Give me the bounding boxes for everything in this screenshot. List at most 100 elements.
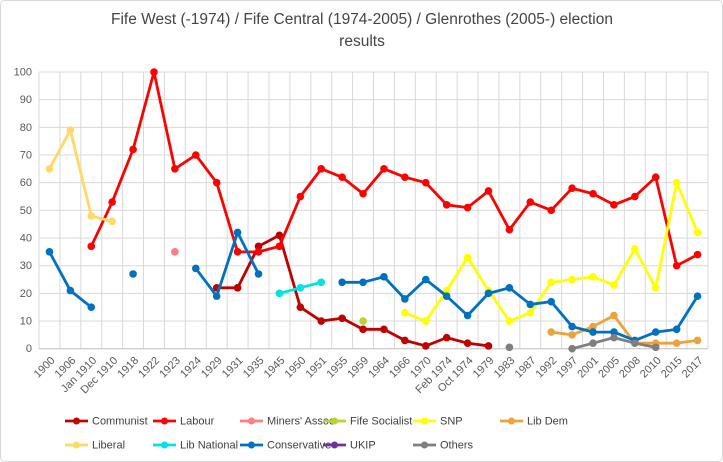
legend-item-conservative: Conservative: [240, 440, 331, 452]
series-miners-assoc: [171, 248, 179, 256]
legend-item-communist: Communist: [65, 416, 148, 428]
data-point-labour-1918: [129, 145, 137, 154]
data-point-conservative-1900: [45, 248, 54, 256]
x-axis-tick-label: 1950: [283, 355, 309, 381]
y-axis-tick-label: 100: [14, 67, 32, 79]
data-point-lib-dem-2017: [693, 336, 702, 345]
data-point-conservative-1931: [233, 228, 242, 237]
x-axis-tick-label: 1964: [366, 355, 392, 381]
data-point-communist-1979: [484, 342, 493, 350]
series-liberal: [45, 126, 116, 226]
data-point-communist-1950: [296, 303, 305, 311]
legend-marker-dot-others: [421, 441, 428, 449]
data-point-snp-oct-1974: [463, 253, 472, 262]
data-point-conservative-1966: [401, 295, 409, 303]
data-point-labour-2008: [631, 192, 639, 201]
legend-marker-dot-liberal: [73, 441, 80, 449]
data-point-labour-1964: [380, 165, 388, 173]
y-axis-tick-label: 50: [20, 205, 32, 217]
data-point-labour-1955: [338, 173, 346, 181]
legend-item-labour: Labour: [153, 416, 215, 428]
data-point-conservative-2005: [610, 328, 618, 336]
x-axis-tick-label: 1983: [492, 355, 518, 381]
x-axis-tick-label: 1959: [345, 355, 371, 381]
data-point-snp-1966: [401, 308, 409, 317]
x-axis-tick-label: 2008: [617, 355, 643, 381]
data-point-labour-1970: [421, 178, 430, 187]
x-axis-tick-label: 1945: [262, 355, 288, 381]
data-point-conservative-1970: [421, 275, 430, 284]
data-point-communist-1959: [359, 325, 367, 334]
data-point-others-1983: [505, 343, 514, 352]
data-point-labour-2001: [589, 189, 597, 198]
data-point-conservative-1979: [484, 289, 493, 298]
data-point-conservative-2010: [651, 328, 660, 336]
data-point-snp-1970: [421, 317, 430, 325]
legend-label-fife-socialist: Fife Socialist: [350, 416, 412, 428]
legend-marker-dot-snp: [421, 417, 428, 425]
y-axis-tick-label: 90: [20, 94, 32, 106]
x-axis-tick-label: 1918: [115, 355, 141, 381]
data-point-communist-1935: [254, 242, 263, 251]
series-conservative: [45, 228, 702, 345]
series-labour: [87, 68, 702, 270]
x-axis-tick-label: 1922: [136, 355, 162, 381]
data-point-lib-dem-1992: [547, 328, 556, 336]
x-axis-tick-label: 2005: [596, 355, 622, 381]
x-axis-tick-label: 1929: [199, 355, 225, 381]
data-point-liberal-1900: [45, 165, 54, 173]
data-point-labour-1979: [484, 187, 493, 195]
data-point-labour-1924: [191, 151, 200, 159]
y-axis-tick-label: 80: [20, 122, 32, 134]
x-axis-tick-label: 1931: [220, 355, 246, 381]
data-point-conservative-1929: [212, 292, 221, 300]
x-axis-tick-label: 1924: [178, 355, 204, 381]
data-point-others-2001: [589, 339, 597, 347]
data-point-conservative-1955: [338, 278, 346, 287]
data-point-conservative-1959: [359, 278, 367, 287]
series-fife-socialist: [359, 317, 367, 325]
data-point-conservative-feb-1974: [442, 292, 451, 300]
legend-item-fife-socialist: Fife Socialist: [323, 416, 412, 428]
gridlines: [38, 71, 709, 350]
x-axis-tick-label: 1997: [554, 355, 580, 381]
legend-label-lib-national: Lib National: [180, 440, 238, 452]
data-point-others-2008: [631, 339, 639, 347]
data-point-snp-1992: [547, 278, 556, 287]
data-point-labour-oct-1974: [463, 203, 472, 212]
legend-label-labour: Labour: [180, 416, 215, 428]
y-axis-tick-label: 0: [26, 343, 32, 355]
chart-title-line2: results: [339, 33, 385, 50]
legend-label-ukip: UKIP: [350, 440, 376, 452]
x-axis-tick-label: 2017: [680, 355, 706, 381]
data-point-labour-1950: [296, 192, 305, 201]
data-point-lib-national-1951: [317, 278, 326, 287]
data-point-snp-1983: [505, 317, 514, 325]
data-point-snp-2015: [672, 178, 681, 187]
data-point-others-2005: [610, 333, 618, 342]
data-point-labour-2005: [610, 201, 618, 209]
data-point-conservative-1983: [505, 284, 514, 292]
legend-marker-dot-lib-dem: [508, 417, 515, 425]
series-line-liberal: [48, 128, 114, 223]
x-axis-tick-label: 1955: [324, 355, 350, 381]
chart-legend: Communist Labour Miners' Assoc Fife Sociali…: [65, 416, 568, 452]
data-point-labour-1945: [275, 242, 284, 251]
data-point-liberal-1906: [66, 126, 75, 134]
data-point-lib-dem-1997: [568, 331, 576, 339]
legend-marker-dot-labour: [161, 417, 168, 425]
data-point-conservative-1992: [547, 297, 556, 306]
legend-marker-dot-ukip: [331, 441, 338, 449]
data-point-communist-1964: [380, 325, 388, 334]
x-axis-tick-label: 2001: [575, 355, 601, 381]
data-point-communist-1955: [338, 314, 346, 323]
x-axis-tick-label: 1979: [471, 355, 497, 381]
legend-label-lib-dem: Lib Dem: [527, 416, 568, 428]
data-point-conservative-2017: [693, 292, 702, 300]
data-point-lib-dem-2005: [610, 311, 618, 320]
plot-series: [45, 68, 702, 353]
data-point-snp-2008: [631, 245, 639, 253]
data-point-labour-1922: [150, 68, 158, 76]
data-point-conservative-2001: [589, 328, 597, 336]
